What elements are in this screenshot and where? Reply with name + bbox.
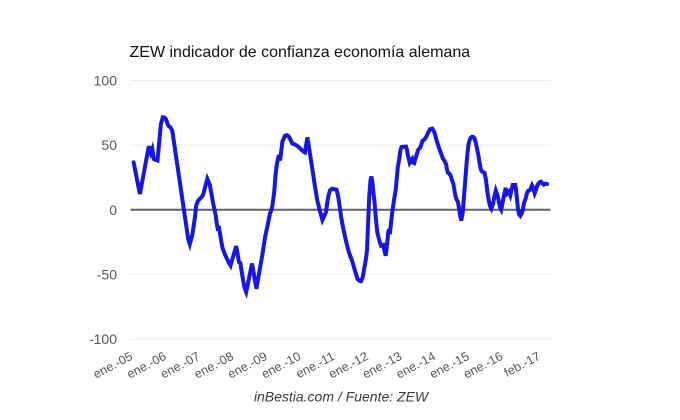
svg-text:-100: -100 bbox=[89, 331, 117, 347]
svg-text:0: 0 bbox=[109, 202, 117, 218]
svg-text:inBestia.com / Fuente: ZEW: inBestia.com / Fuente: ZEW bbox=[254, 388, 430, 404]
svg-text:100: 100 bbox=[94, 73, 118, 89]
svg-text:-50: -50 bbox=[97, 266, 117, 282]
svg-text:50: 50 bbox=[101, 137, 117, 153]
svg-text:ZEW indicador de confianza eco: ZEW indicador de confianza economía alem… bbox=[130, 44, 471, 61]
